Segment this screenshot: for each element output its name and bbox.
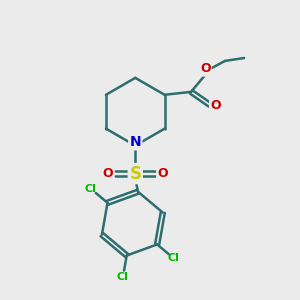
Text: O: O	[200, 62, 211, 75]
Text: S: S	[129, 165, 141, 183]
Text: Cl: Cl	[117, 272, 129, 282]
Text: O: O	[157, 167, 168, 180]
Text: Cl: Cl	[168, 254, 180, 263]
Text: N: N	[130, 135, 141, 149]
Text: Cl: Cl	[85, 184, 97, 194]
Text: O: O	[210, 99, 221, 112]
Text: O: O	[103, 167, 113, 180]
